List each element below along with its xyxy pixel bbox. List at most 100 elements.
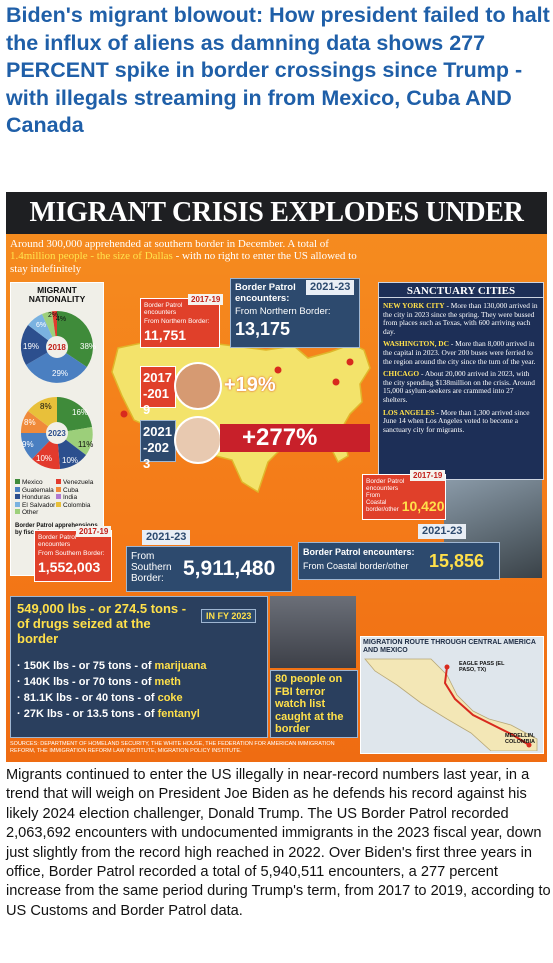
drug-name: marijuana [154,660,207,672]
sanctuary-city-item: NEW YORK CITY - More than 130,000 arrive… [383,301,539,336]
pie-label: 16% [72,408,88,417]
drugs-item: · 27K lbs - or 13.5 tons - of fentanyl [17,708,200,720]
legend-row: Other [15,509,101,517]
coastal-2017-19-label-text: From Coastal border/other [366,493,399,513]
drugs-tag: IN FY 2023 [201,609,257,623]
northern-2017-19-value: 11,751 [144,327,187,343]
coastal-2017-19-box: Border Patrol encounters From Coastal bo… [362,474,446,520]
pie-label: 19% [23,342,39,351]
legend-entry: Guatemala [22,486,54,494]
pie-label: 8% [40,402,52,411]
drugs-amount: 81.1K lbs - or 40 tons - of [23,692,158,704]
drugs-amount: 140K lbs - or 70 tons - of [23,676,155,688]
southern-2017-19-box: Border Patrol encounters From Southern B… [34,530,112,582]
legend-row: El Salvador Colombia [15,501,101,510]
route-end-marker [526,742,532,748]
legend-swatch [15,494,20,499]
sanctuary-city-item: CHICAGO - About 20,000 arrived in 2023, … [383,369,539,404]
southern-2017-19-label: Border Patrol encounters [38,534,77,548]
trump-years-box: 2017-2019 [140,366,176,417]
coastal-2021-23-box: Border Patrol encounters: From Coastal b… [298,542,500,580]
pie-slice [28,396,57,433]
drugs-amount: 27K lbs - or 13.5 tons - of [23,708,158,720]
legend-swatch [56,494,61,499]
nationality-title: MIGRANT NATIONALITY [28,285,86,304]
sanctuary-city-name: CHICAGO [383,369,420,379]
northern-2017-19-label-2: From Northern Border: [144,318,210,325]
infographic: MIGRANT CRISIS EXPLODES UNDER BIDEN Arou… [6,192,547,762]
pie-label: 9% [22,440,34,449]
pie-year: 2018 [48,343,66,352]
northern-2017-19-tag: 2017-19 [188,294,224,305]
sanctuary-city-text: - More than 130,000 arrived in the city … [383,301,538,336]
biden-change-bar [220,424,370,452]
legend-row: Guatemala Cuba [15,486,101,495]
northern-2017-19-label: Border Patrol encounters [144,302,183,316]
route-end: MEDELLIN, COLOMBIA [505,733,535,745]
migration-route-map: MIGRATION ROUTE THROUGH CENTRAL AMERICA … [360,636,544,754]
legend-row: Mexico Venezuela [15,479,101,487]
trump-years: 2017-2019 [143,370,172,417]
coastal-2021-23-label: Border Patrol encounters: [303,547,415,557]
coastal-2021-23-value: 15,856 [429,551,485,571]
sanctuary-city-name: WASHINGTON, DC [383,339,449,349]
drugs-list: · 150K lbs - or 75 tons - of marijuana ·… [11,658,267,722]
southern-2017-19-tag: 2017-19 [76,526,112,537]
pie-hole [46,422,68,444]
sanctuary-city-item: LOS ANGELES - More than 1,300 arrived si… [383,407,539,435]
drugs-seized-panel: 549,000 lbs - or 274.5 tons - of drugs s… [10,596,268,738]
drugs-title: 549,000 lbs - or 274.5 tons - of drugs s… [17,601,187,646]
article-headline[interactable]: Biden's migrant blowout: How president f… [6,3,550,137]
northern-2021-23-value: 13,175 [235,319,291,339]
pie-slice [57,397,92,433]
pie-2018: 38% 29% 19% 6% 4% 2% 2018 [20,310,96,383]
biden-change: +277% [242,424,318,451]
pie-label: 4% [56,316,66,323]
legend-swatch [15,509,20,514]
sanctuary-city-text: - More than 1,300 arrived since June 14 … [383,407,530,434]
route-line [443,666,530,746]
route-map-graphic [364,658,538,751]
trump-portrait [174,362,222,410]
biden-years-box: 2021-2023 [140,420,176,471]
southern-2021-23-label: From Southern Border: [131,551,172,584]
drugs-item: · 140K lbs - or 70 tons - of meth [17,676,181,688]
legend-swatch [15,479,20,484]
route-title: MIGRATION ROUTE THROUGH CENTRAL AMERICA … [363,639,536,654]
southern-2017-19-value: 1,552,003 [38,559,101,575]
northern-2021-23-label-2: From Northern Border: [235,306,331,317]
southern-2017-19-label-2: From Southern Border: [38,550,105,557]
article-caption: Migrants continued to enter the US illeg… [6,767,551,919]
northern-2017-19-box: Border Patrol encounters From Northern B… [140,298,220,348]
pie-label: 10% [36,454,52,463]
route-start-marker [444,664,450,670]
drug-name: meth [154,676,181,688]
legend-swatch [56,486,61,492]
sanctuary-list: NEW YORK CITY - More than 130,000 arrive… [379,301,543,435]
drug-name: fentanyl [157,708,200,720]
biden-portrait [174,416,222,464]
intro-text: Around 300,000 apprehended at southern b… [10,238,372,275]
trump-change: +19% [224,374,276,396]
route-start: EAGLE PASS (EL PASO, TX) [459,661,505,673]
sanctuary-cities-panel: SANCTUARY CITIES NEW YORK CITY - More th… [378,282,544,480]
drugs-item: · 81.1K lbs - or 40 tons - of coke [17,692,183,704]
legend-swatch [15,501,20,507]
southern-2021-23-box: From Southern Border: 5,911,480 [126,546,292,592]
pie-label: 8% [24,418,36,427]
pie-label: 11% [78,440,93,449]
pie-slice [20,433,58,459]
drug-name: coke [157,692,183,704]
pie-year: 2023 [48,429,66,438]
city-marker [274,366,282,374]
legend-swatch [56,501,61,507]
intro-text-part: - with no right to enter the US allowed … [10,250,357,275]
northern-2021-23-label: Border Patrol encounters: [235,282,296,304]
legend-entry: El Salvador [22,501,56,509]
mexico-shape [364,658,538,751]
pie-slice [57,433,86,469]
pie-label: 2% [48,312,58,319]
coastal-2021-23-tag: 2021-23 [418,524,467,539]
fbi-text: 80 people on FBI terror watch list caugh… [275,673,344,735]
intro-text-part: Around 300,000 apprehended at southern b… [10,238,329,250]
